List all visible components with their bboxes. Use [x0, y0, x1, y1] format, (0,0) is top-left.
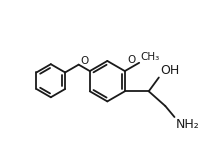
- Text: O: O: [80, 56, 88, 66]
- Text: NH₂: NH₂: [176, 118, 200, 131]
- Text: OH: OH: [160, 64, 179, 77]
- Text: O: O: [127, 55, 136, 65]
- Text: CH₃: CH₃: [141, 52, 160, 62]
